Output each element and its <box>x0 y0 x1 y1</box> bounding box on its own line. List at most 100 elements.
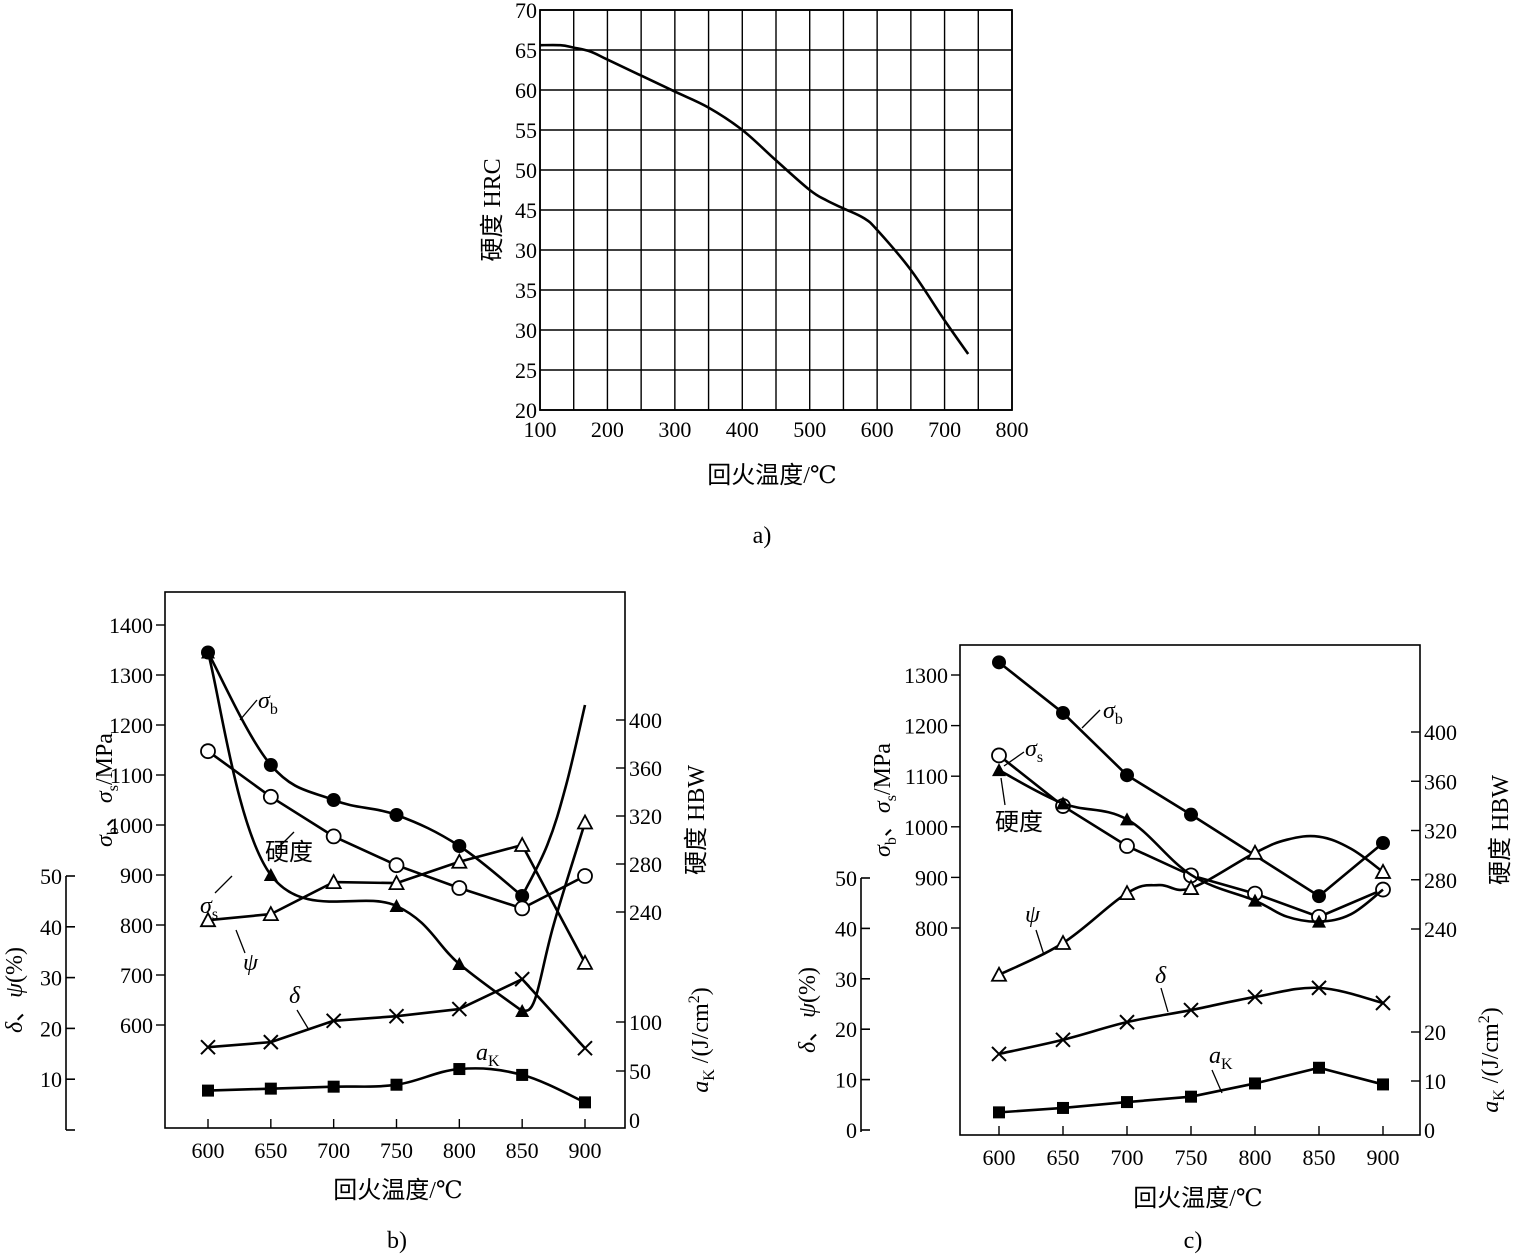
chart-a-y-tick-label: 70 <box>515 0 537 23</box>
chart-b-series-delta-line <box>207 977 586 1050</box>
chart-c-elongation-tick-label: 40 <box>835 916 857 941</box>
chart-b-axes-ticks: 600 650 700 750 800 850 9001400130012001100100… <box>2 613 718 1163</box>
chart-c-series-psi-point <box>990 965 1008 982</box>
chart-b-series-sigma-s-point <box>389 899 404 912</box>
chart-c-series-sigma-b-line <box>998 661 1384 898</box>
chart-c-x-tick-label: 900 <box>1367 1145 1400 1170</box>
chart-b-impact-axis-label-part: 2 <box>686 995 703 1003</box>
chart-b: 600 650 700 750 800 850 9001400130012001100100… <box>2 591 718 1254</box>
chart-a-x-tick-label: 300 <box>658 417 691 442</box>
chart-b-strength-tick-label: 700 <box>120 963 153 988</box>
chart-c-elongation-tick-label: 20 <box>835 1017 857 1042</box>
chart-c-series-sigma-b-point <box>1376 835 1390 850</box>
chart-c-annotation-delta: δ <box>1155 963 1167 989</box>
chart-c-series-hardness-point <box>1248 893 1262 907</box>
chart-b-x-tick-label: 650 <box>254 1138 287 1163</box>
chart-b-elongation-axis-label-part: (%) <box>2 947 28 983</box>
chart-a-grid <box>539 9 1013 411</box>
chart-b-series-ak-point <box>264 1082 277 1095</box>
chart-b-annotation-sigma-b-part: b <box>270 701 278 718</box>
chart-b-series <box>199 645 594 1109</box>
chart-b-annotation-sigma-s-part: s <box>212 906 218 923</box>
chart-c-series-hardness-point <box>992 763 1006 777</box>
chart-c-strength-axis-label-part: s <box>883 795 900 801</box>
chart-c-annotation-sigma-s: σs <box>1025 736 1043 766</box>
chart-b-strength-tick-label: 1300 <box>109 663 153 688</box>
chart-c-x-tick-label: 650 <box>1047 1145 1080 1170</box>
chart-b-annotation-psi: ψ <box>243 950 259 976</box>
chart-c-hardness-tick-label: 400 <box>1424 720 1457 745</box>
chart-b-series-ak-point <box>202 1084 214 1097</box>
chart-c-annotation-delta-leader <box>1160 987 1169 1013</box>
chart-a-caption: a) <box>753 523 772 549</box>
chart-c-elongation-axis-label-part: 、 <box>795 1018 821 1042</box>
chart-a-x-tick-label: 500 <box>793 417 826 442</box>
chart-c-strength-axis-label-part: b <box>883 837 900 845</box>
chart-c-hardness-tick-label: 280 <box>1424 868 1457 893</box>
chart-c-series-ak-point <box>1313 1061 1325 1074</box>
chart-a-x-tick-label: 600 <box>861 417 894 442</box>
chart-c-annotation-sigma-s-leader <box>1003 751 1025 767</box>
chart-b-hardness-tick-label: 280 <box>629 852 662 877</box>
chart-b-impact-tick-label: 100 <box>629 1010 662 1035</box>
chart-c-annotation-sigma-b: σb <box>1103 698 1123 728</box>
chart-b-elongation-tick-label: 30 <box>40 966 62 991</box>
chart-c-series-hardness-point <box>1120 812 1134 826</box>
chart-c-strength-tick-label: 1300 <box>904 663 948 688</box>
chart-b-series-psi-point <box>262 905 280 921</box>
chart-a-y-tick-label: 55 <box>515 118 537 143</box>
chart-b-strength-tick-label: 600 <box>120 1013 153 1038</box>
chart-b-series-sigma-b-point <box>389 808 404 822</box>
chart-c-annotation-hardness-leader <box>1000 777 1006 806</box>
chart-c-strength-axis-label: σb、σs/MPa <box>870 743 900 857</box>
chart-b-impact-axis-label-part: a <box>688 1081 714 1093</box>
chart-b-elongation-tick-label: 40 <box>40 915 62 940</box>
chart-c-series-delta-line <box>998 986 1384 1056</box>
chart-c: 600 650 700 750 800 850 9001300120011001000900… <box>795 644 1514 1254</box>
chart-b-x-tick-label: 800 <box>443 1138 476 1163</box>
chart-b-annotation-ak: aK <box>476 1040 500 1070</box>
chart-b-strength-tick-label: 1400 <box>109 613 153 638</box>
chart-a-y-tick-label: 35 <box>515 278 537 303</box>
chart-c-x-tick-label: 800 <box>1239 1145 1272 1170</box>
chart-b-annotation-sigma-s-leader <box>214 875 233 894</box>
chart-b-annotation-sigma-b: σb <box>258 688 278 718</box>
chart-c-annotation-psi: ψ <box>1025 902 1041 928</box>
chart-c-series <box>990 655 1392 1119</box>
chart-b-series-ak-point <box>327 1080 340 1093</box>
chart-c-series-sigma-s-point <box>1119 838 1135 854</box>
chart-c-series-delta-point <box>991 1046 1007 1062</box>
chart-b-strength-axis-label: σb、σs/MPa <box>92 733 122 847</box>
chart-c-series-delta-point <box>1055 1032 1071 1048</box>
chart-b-plot-frame <box>164 591 626 1129</box>
chart-b-strength-tick-label: 1000 <box>109 813 153 838</box>
chart-b-annotation-psi-leader <box>235 929 246 954</box>
chart-b-hardness-tick-label: 360 <box>629 756 662 781</box>
chart-b-series-sigma-b-line <box>206 651 523 898</box>
chart-c-x-tick-label: 600 <box>983 1145 1016 1170</box>
chart-c-elongation-axis-label: δ、ψ(%) <box>795 967 821 1053</box>
chart-b-annotation-sigma-s-part: σ <box>200 893 213 919</box>
chart-c-impact-tick-label: 0 <box>1424 1118 1435 1143</box>
chart-b-elongation-tick-label: 10 <box>40 1067 62 1092</box>
chart-c-series-psi-point <box>1118 884 1136 901</box>
chart-b-strength-axis-label-part: b <box>105 827 122 835</box>
chart-b-series-sigma-s-point <box>201 645 215 659</box>
chart-a-y-tick-label: 65 <box>515 38 537 63</box>
chart-a-x-tick-label: 400 <box>726 417 759 442</box>
chart-b-x-tick-label: 700 <box>317 1138 350 1163</box>
chart-b-series-sigma-b-point <box>326 793 341 807</box>
chart-b-series-sigma-b-point <box>263 758 278 772</box>
chart-b-hardness-axis-label: 硬度 HBW <box>683 765 710 875</box>
chart-a-x-tick-labels: 100 200 300 400 500 600 700 800 <box>524 417 1029 442</box>
chart-a-x-tick-label: 700 <box>928 417 961 442</box>
chart-c-series-psi-point <box>1374 863 1392 879</box>
chart-c-series-ak-point <box>1249 1077 1261 1090</box>
chart-c-series-sigma-s-point <box>991 747 1007 764</box>
chart-c-x-tick-label: 850 <box>1303 1145 1336 1170</box>
chart-b-series-delta-point <box>451 1001 468 1017</box>
chart-b-series-delta-point <box>388 1008 405 1024</box>
chart-a-x-tick-label: 100 <box>524 417 557 442</box>
chart-c-series-psi-point <box>1054 934 1072 950</box>
chart-c-annotation-sigma-s-part: s <box>1037 749 1043 766</box>
